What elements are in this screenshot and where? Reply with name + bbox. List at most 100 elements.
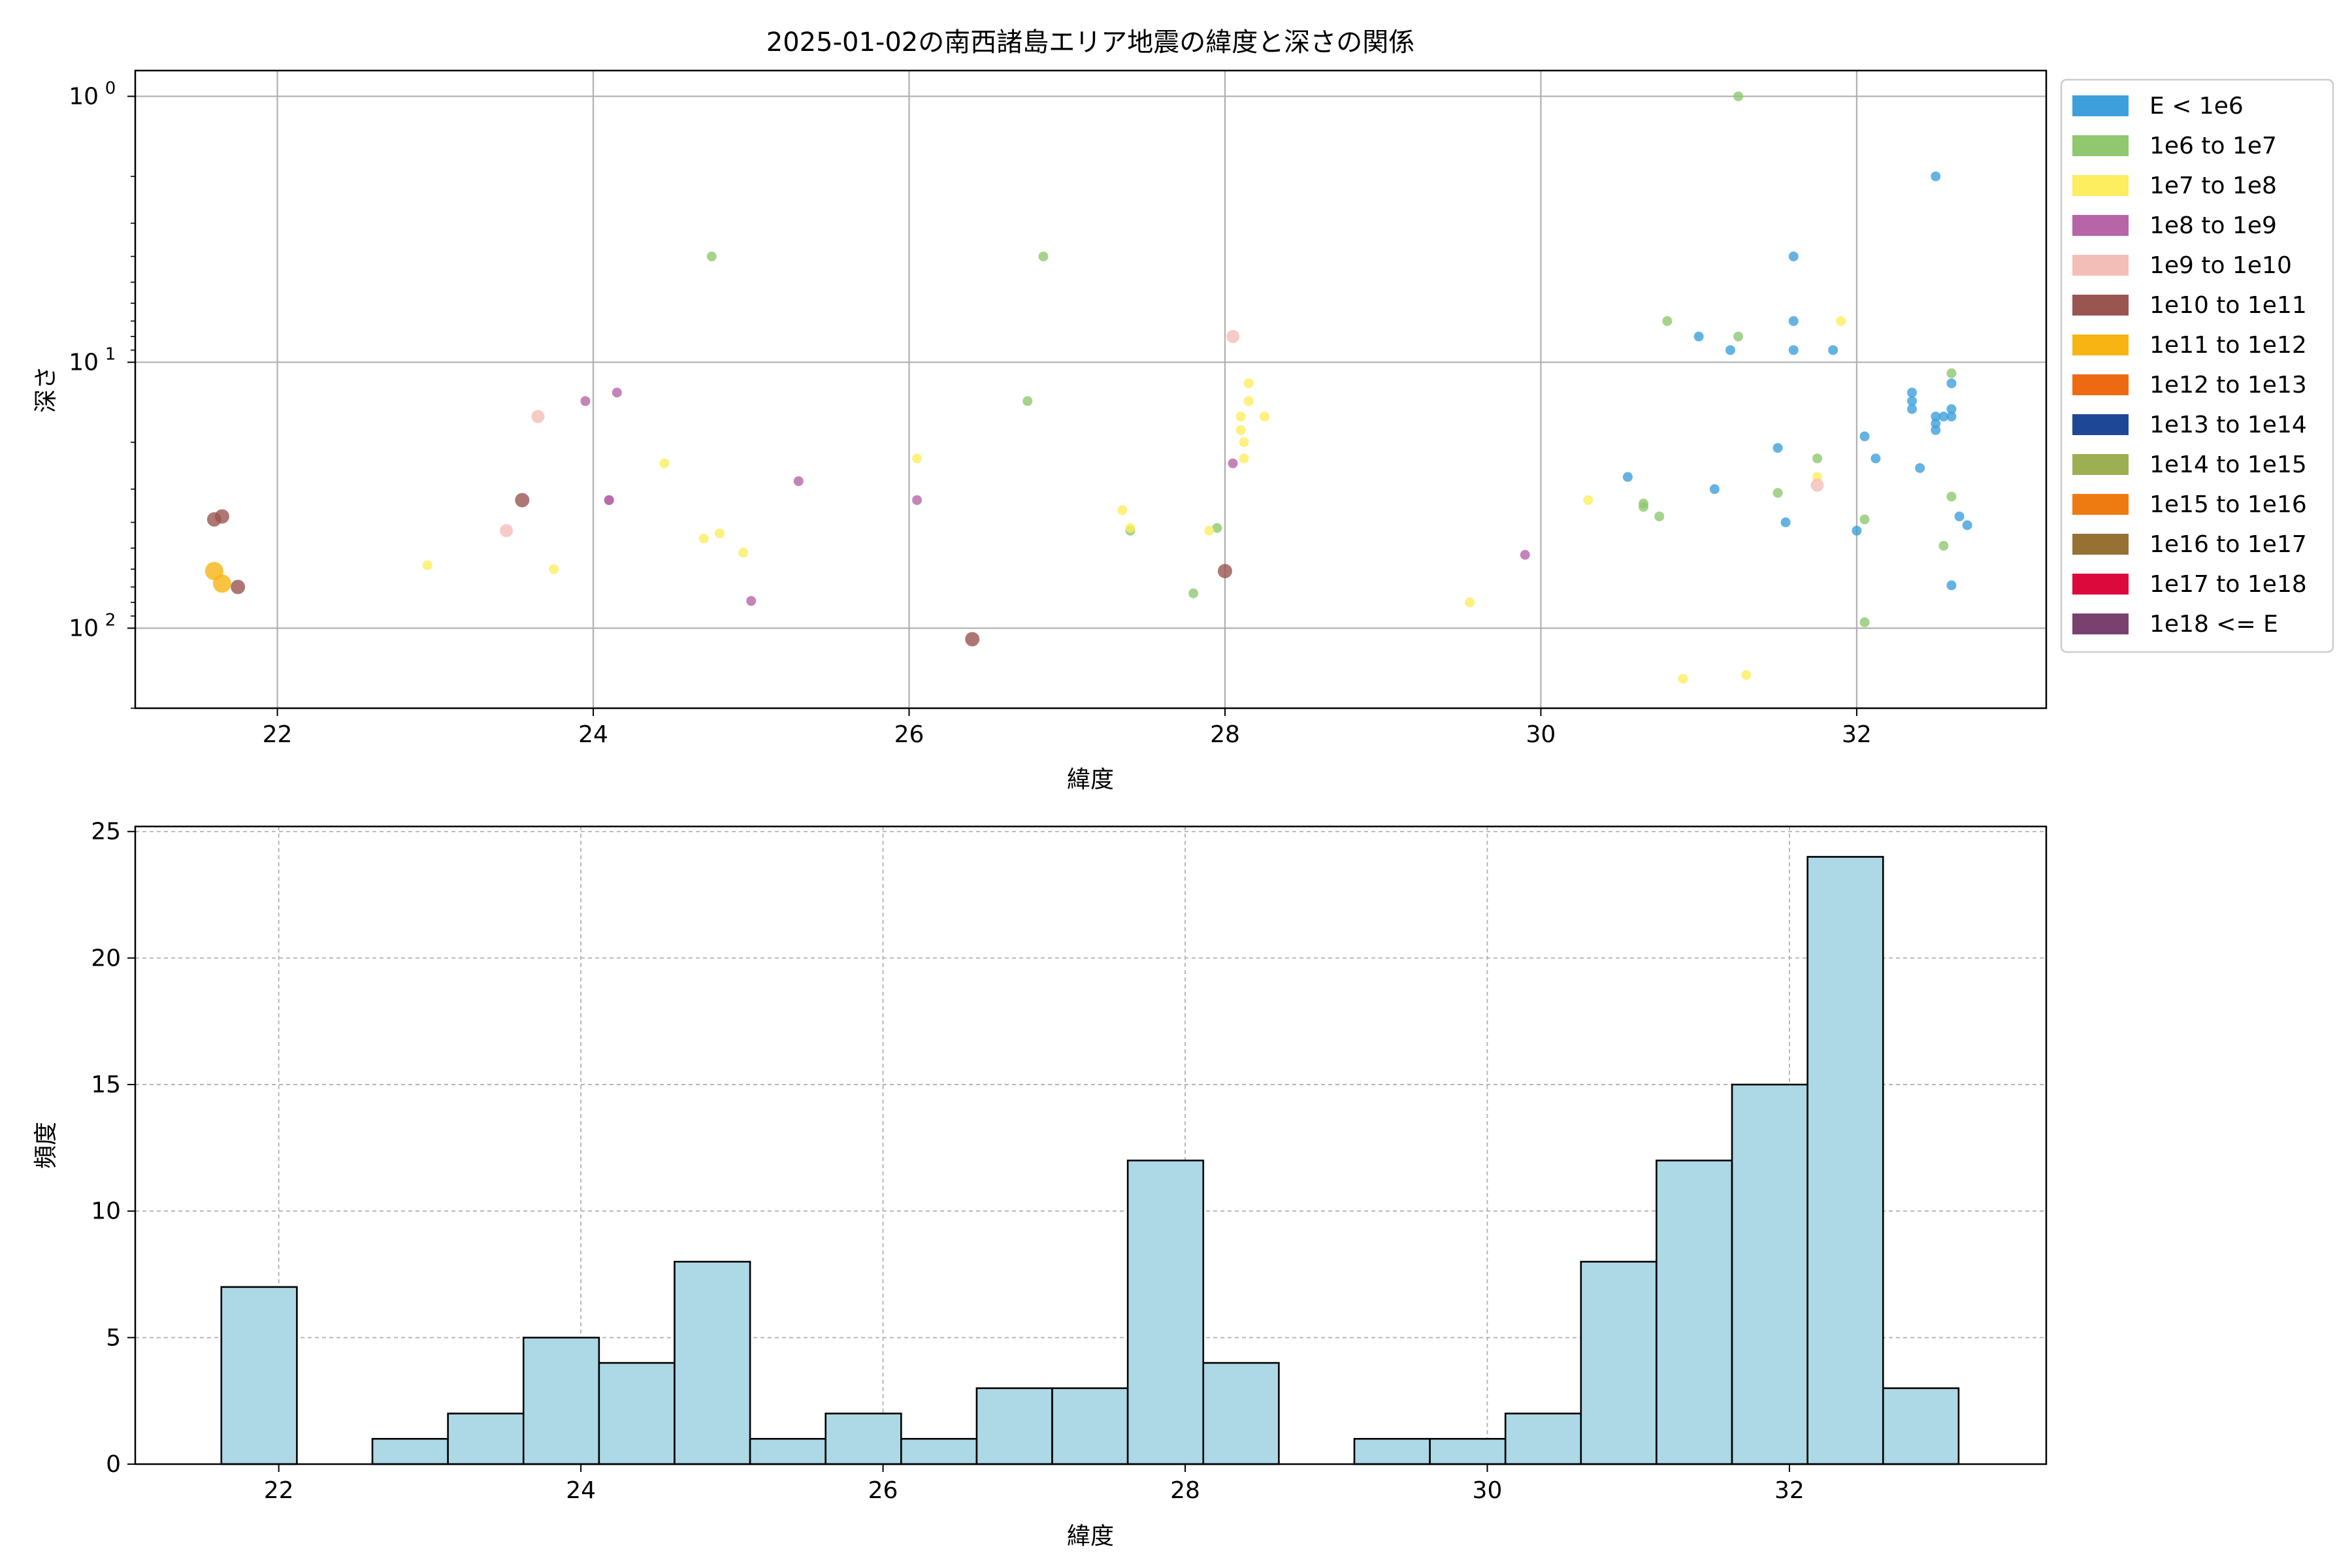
legend-label: 1e8 to 1e9 bbox=[2149, 212, 2277, 239]
scatter-point bbox=[1235, 425, 1246, 435]
scatter-point bbox=[1117, 505, 1128, 515]
scatter-point bbox=[1038, 251, 1049, 261]
scatter-point bbox=[1022, 396, 1033, 406]
legend-swatch bbox=[2072, 574, 2129, 595]
scatter-x-axis-label: 緯度 bbox=[1067, 766, 1114, 793]
scatter-point bbox=[1772, 443, 1783, 453]
scatter-point bbox=[1204, 525, 1215, 536]
scatter-grid bbox=[135, 71, 2046, 708]
legend-swatch bbox=[2072, 135, 2129, 156]
legend-label: 1e13 to 1e14 bbox=[2149, 412, 2307, 438]
histogram-bar bbox=[371, 1437, 449, 1465]
scatter-point bbox=[1243, 396, 1254, 406]
scatter-point bbox=[1733, 91, 1744, 101]
scatter-y-axis-label: 深さ bbox=[33, 366, 59, 413]
scatter-point bbox=[1772, 487, 1783, 498]
histogram-bar bbox=[522, 1337, 600, 1465]
scatter-point bbox=[1810, 478, 1824, 492]
histogram-y-tick-label: 25 bbox=[91, 819, 121, 845]
scatter-point bbox=[1946, 378, 1957, 389]
scatter-point bbox=[1946, 368, 1957, 378]
scatter-point bbox=[1788, 251, 1799, 261]
scatter-point bbox=[1622, 472, 1633, 482]
scatter-point bbox=[1226, 330, 1240, 344]
scatter-point bbox=[1931, 412, 1941, 422]
legend-swatch bbox=[2072, 255, 2129, 276]
scatter-point bbox=[1239, 437, 1249, 448]
scatter-point bbox=[1725, 345, 1736, 355]
histogram-bar bbox=[749, 1437, 826, 1465]
scatter-x-tick-label: 28 bbox=[1210, 721, 1240, 748]
histogram-bar bbox=[598, 1362, 676, 1465]
histogram-bar bbox=[1202, 1362, 1280, 1465]
histogram-x-tick-label: 32 bbox=[1774, 1477, 1805, 1504]
histogram-x-ticks: 22 24 26 28 30 32 bbox=[264, 1464, 1805, 1504]
scatter-point bbox=[1962, 520, 1972, 531]
scatter-plot-frame bbox=[134, 69, 2048, 710]
scatter-point bbox=[1125, 523, 1135, 533]
legend-swatch bbox=[2072, 95, 2129, 116]
legend-swatch bbox=[2072, 175, 2129, 196]
histogram-x-tick-label: 28 bbox=[1170, 1477, 1200, 1504]
legend-label: 1e11 to 1e12 bbox=[2149, 332, 2307, 359]
scatter-point bbox=[1859, 431, 1870, 442]
scatter-point bbox=[1859, 514, 1870, 525]
histogram-bar bbox=[975, 1387, 1053, 1465]
histogram-y-ticks: 0 5 10 15 20 25 bbox=[91, 819, 135, 1478]
scatter-y-tick-exponent: 1 bbox=[105, 344, 116, 364]
scatter-point bbox=[1938, 540, 1949, 551]
legend-swatch bbox=[2072, 414, 2129, 435]
scatter-point bbox=[500, 524, 514, 538]
scatter-point bbox=[1228, 458, 1238, 468]
histogram-bar bbox=[1656, 1159, 1733, 1465]
scatter-point bbox=[531, 410, 545, 423]
histogram-bar bbox=[1882, 1387, 1960, 1465]
scatter-y-tick-label: 10 bbox=[69, 615, 99, 642]
scatter-y-tick-label: 10 bbox=[69, 349, 99, 376]
histogram-x-tick-label: 30 bbox=[1473, 1477, 1503, 1504]
histogram-x-tick-label: 22 bbox=[264, 1477, 294, 1504]
legend-label: 1e18 <= E bbox=[2149, 611, 2278, 638]
scatter-point bbox=[549, 564, 559, 574]
scatter-point bbox=[580, 396, 591, 406]
histogram-x-tick-label: 24 bbox=[566, 1477, 596, 1504]
legend-label: 1e17 to 1e18 bbox=[2149, 571, 2307, 598]
scatter-x-tick-label: 24 bbox=[578, 721, 608, 748]
scatter-y-ticks: 10 0 10 1 10 2 bbox=[69, 78, 135, 709]
scatter-point bbox=[965, 632, 980, 647]
legend-swatch bbox=[2072, 494, 2129, 515]
scatter-point bbox=[912, 453, 923, 464]
legend-swatch bbox=[2072, 534, 2129, 555]
histogram-y-tick-label: 15 bbox=[91, 1071, 121, 1098]
scatter-point bbox=[1907, 387, 1918, 398]
scatter-point bbox=[1946, 404, 1957, 414]
scatter-y-tick-label: 10 bbox=[69, 83, 99, 110]
legend-label: 1e10 to 1e11 bbox=[2149, 292, 2307, 319]
scatter-point bbox=[738, 547, 749, 558]
scatter-y-tick-exponent: 0 bbox=[105, 78, 116, 98]
legend-label: 1e15 to 1e16 bbox=[2149, 491, 2307, 518]
scatter-point bbox=[1709, 484, 1720, 495]
scatter-point bbox=[1946, 412, 1957, 422]
scatter-x-tick-label: 22 bbox=[263, 721, 293, 748]
scatter-point bbox=[1188, 588, 1199, 598]
scatter-point bbox=[214, 509, 229, 524]
scatter-point bbox=[698, 533, 709, 544]
scatter-point bbox=[1931, 171, 1941, 182]
legend-label: 1e6 to 1e7 bbox=[2149, 133, 2277, 159]
scatter-point bbox=[1693, 331, 1704, 342]
scatter-point bbox=[793, 476, 804, 486]
histogram-y-tick-label: 10 bbox=[91, 1198, 121, 1225]
histogram-y-tick-label: 5 bbox=[106, 1324, 121, 1351]
scatter-point bbox=[1583, 495, 1593, 506]
histogram-bar bbox=[1580, 1260, 1658, 1465]
scatter-point bbox=[212, 574, 231, 593]
scatter-point bbox=[1788, 345, 1799, 355]
scatter-point bbox=[1946, 491, 1957, 502]
scatter-chart: 2025-01-02の南西諸島エリア地震の緯度と深さの関係 22 24 26 28 30… bbox=[33, 27, 2334, 793]
scatter-points bbox=[204, 91, 1972, 684]
scatter-point bbox=[1741, 670, 1752, 680]
scatter-point bbox=[1217, 564, 1232, 579]
scatter-point bbox=[912, 495, 923, 506]
